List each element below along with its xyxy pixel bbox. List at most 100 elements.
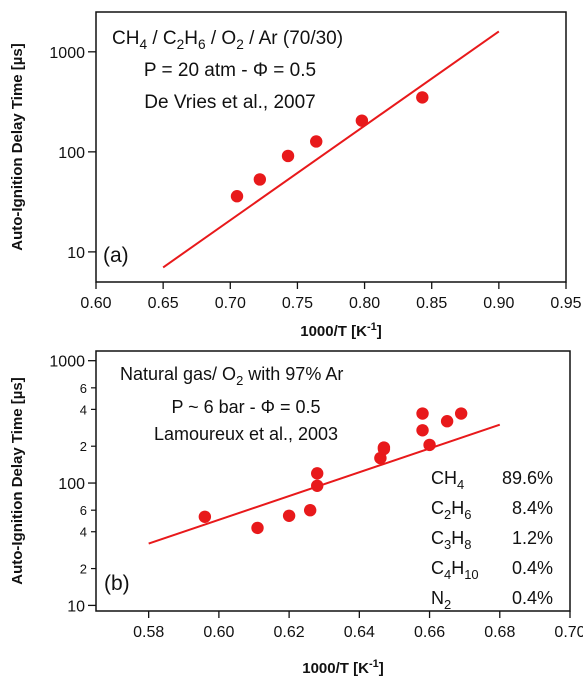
y-tick-label: 10: [67, 245, 85, 262]
annotation-title: Natural gas/ O2​ with 97% Ar: [120, 364, 343, 388]
text-run: with 97% Ar: [243, 364, 343, 384]
data-point: [251, 521, 264, 535]
y-axis-label: Auto-Ignition Delay Time [µs]: [9, 377, 26, 585]
subscript: 8: [464, 537, 471, 552]
text-run: C: [431, 558, 444, 578]
y-minor-tick-label: 2: [80, 562, 87, 577]
subscript: 6: [464, 507, 471, 522]
text-run: H: [184, 28, 198, 49]
y-minor-tick-label: 4: [80, 402, 87, 417]
text-run: N: [431, 588, 444, 608]
x-tick-label: 0.90: [483, 295, 514, 312]
data-point: [311, 467, 324, 480]
annotation-source: Lamoureux et al., 2003: [154, 424, 338, 444]
subscript: 4: [444, 567, 451, 582]
composition-value: 0.4%: [512, 558, 553, 578]
x-tick-label: 0.70: [215, 295, 246, 312]
data-point: [423, 438, 436, 452]
x-tick-label: 0.85: [416, 295, 447, 312]
y-tick-label: 1000: [49, 354, 85, 371]
x-tick-label: 0.80: [349, 295, 380, 312]
panel-label: (a): [103, 244, 129, 267]
text-run: Natural gas/ O: [120, 364, 236, 384]
plot-frame: [95, 11, 567, 283]
x-tick-label: 0.75: [282, 295, 313, 312]
fit-line: [162, 30, 500, 269]
data-point: [416, 91, 429, 104]
composition-species: C2​H6​: [431, 498, 471, 522]
x-tick-label: 0.65: [148, 295, 179, 312]
text-run: H: [451, 558, 464, 578]
subscript: 2: [444, 597, 451, 612]
y-minor-tick-label: 6: [80, 503, 87, 518]
y-tick-label: 1000: [49, 45, 85, 62]
y-minor-tick-label: 2: [80, 439, 87, 454]
text-run: C: [431, 498, 444, 518]
annotation-conditions: P ~ 6 bar - Φ = 0.5: [171, 397, 320, 417]
chart-panel-b: 0.58 0.60 0.62 0.64 0.66 0.68 0.70101001000246…: [9, 350, 583, 677]
x-axis-label: 1000/T [K-1]: [300, 321, 381, 340]
data-point: [303, 503, 317, 517]
annotation-conditions: P = 20 atm - Φ = 0.5: [144, 60, 316, 81]
composition-species: CH4​: [431, 468, 464, 492]
x-tick-label: 0.95: [550, 295, 581, 312]
data-point: [377, 442, 391, 456]
data-point: [281, 149, 295, 163]
y-tick-label: 100: [58, 145, 85, 162]
text-run: C: [431, 528, 444, 548]
x-axis-label: 1000/T [K-1]: [302, 658, 383, 677]
composition-value: 0.4%: [512, 588, 553, 608]
y-minor-tick-label: 4: [80, 525, 87, 540]
data-point: [416, 424, 429, 437]
composition-value: 1.2%: [512, 528, 553, 548]
x-tick-label: 0.66: [414, 624, 445, 641]
data-point: [355, 114, 369, 127]
y-tick-label: 10: [67, 598, 85, 615]
text-run: CH: [112, 28, 139, 49]
chart-panel-a: 0.60 0.65 0.70 0.75 0.80 0.85 0.90 0.95 10 100 100…: [9, 11, 582, 340]
text-run: / O: [206, 28, 237, 49]
subscript: 2: [444, 507, 451, 522]
data-point: [311, 479, 324, 492]
data-point: [416, 407, 429, 420]
x-tick-label: 0.62: [274, 624, 305, 641]
y-tick-label: 100: [58, 476, 85, 493]
data-point: [230, 190, 244, 203]
composition-species: N2​: [431, 588, 451, 612]
text-run: / Ar (70/30): [244, 28, 343, 49]
x-tick-label: 0.58: [133, 624, 164, 641]
data-point: [440, 415, 454, 428]
y-axis-label: Auto-Ignition Delay Time [µs]: [9, 43, 26, 251]
x-tick-label: 0.70: [554, 624, 583, 641]
data-point: [454, 407, 468, 420]
text-run: CH: [431, 468, 457, 488]
subscript: 4: [457, 477, 464, 492]
subscript: 3: [444, 537, 451, 552]
text-run: H: [451, 498, 464, 518]
y-minor-tick-label: 6: [80, 381, 87, 396]
x-tick-label: 0.60: [203, 624, 234, 641]
data-point: [253, 173, 267, 186]
x-tick-label: 0.64: [344, 624, 375, 641]
text-run: H: [451, 528, 464, 548]
data-point: [282, 509, 296, 522]
data-point: [310, 135, 323, 148]
composition-value: 89.6%: [502, 468, 553, 488]
subscript: 10: [464, 567, 478, 582]
subscript: 2: [236, 37, 244, 52]
annotation-formula: CH4​ / C2​H6​ / O2​ / Ar (70/30): [112, 28, 343, 52]
x-tick-label: 0.68: [484, 624, 515, 641]
composition-value: 8.4%: [512, 498, 553, 518]
composition-species: C4​H10​: [431, 558, 479, 582]
fit-line: [148, 423, 501, 545]
text-run: / C: [147, 28, 177, 49]
subscript: 2: [236, 373, 243, 388]
panel-label: (b): [104, 572, 130, 595]
plot-frame: [95, 350, 571, 612]
data-point: [198, 510, 212, 523]
annotation-source: De Vries et al., 2007: [144, 92, 315, 113]
subscript: 2: [177, 37, 185, 52]
x-tick-label: 0.60: [80, 295, 111, 312]
subscript: 6: [198, 37, 206, 52]
